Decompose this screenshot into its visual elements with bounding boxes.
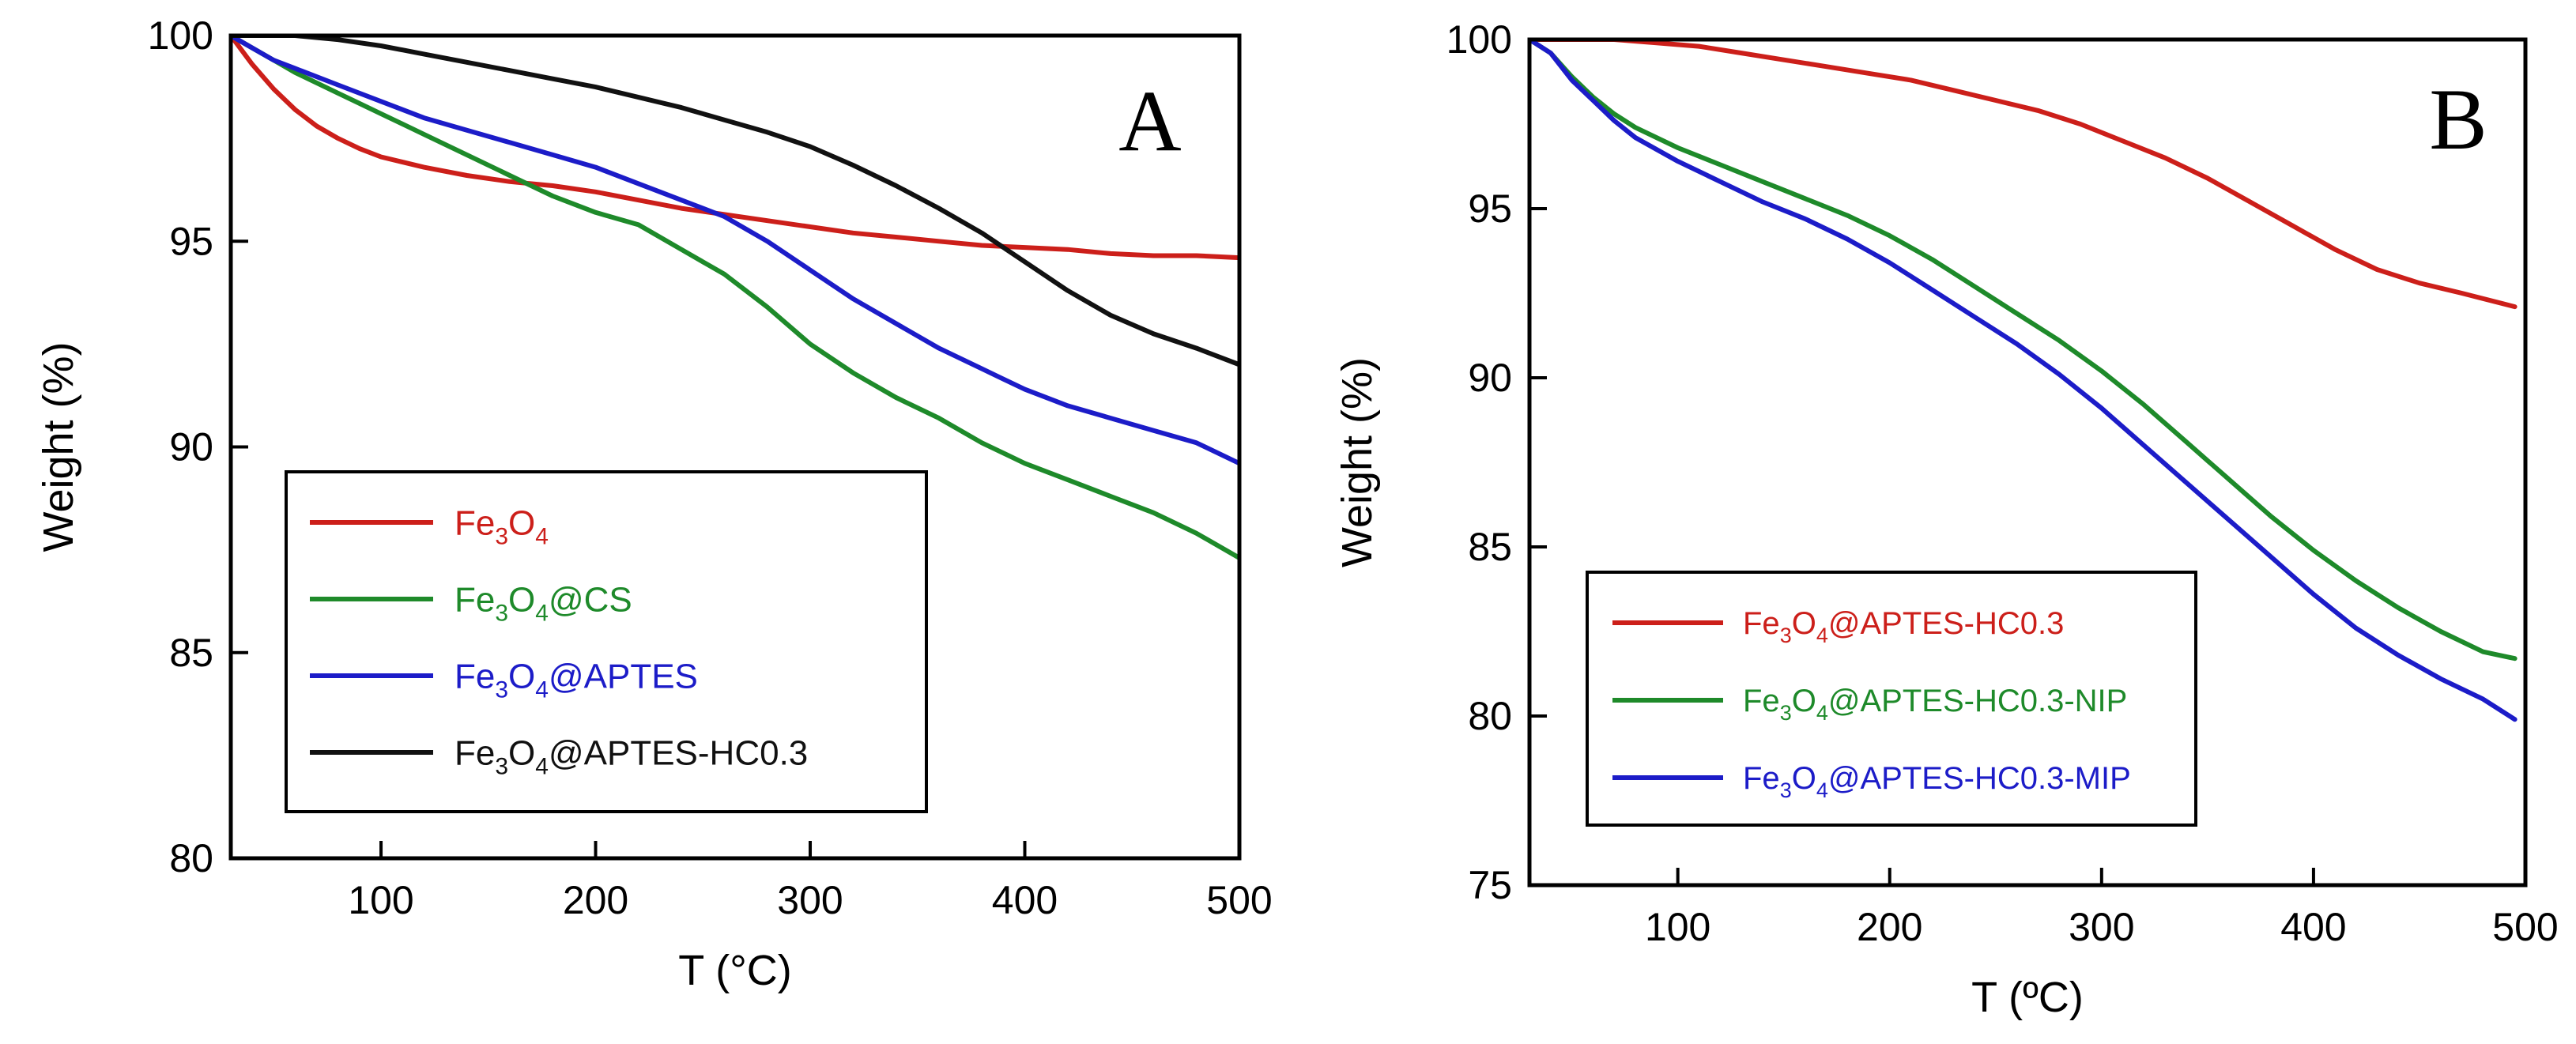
x-tick-label: 500 (1206, 878, 1272, 922)
legend-entry: Fe3O4 (454, 503, 549, 549)
legend-subscript: 3 (495, 753, 508, 779)
legend-subscript: 4 (1816, 778, 1828, 802)
series-line-0 (1529, 40, 2518, 310)
legend-entry: Fe3O4@APTES-HC0.3 (1743, 606, 2064, 647)
legend-entry: Fe3O4@APTES-HC0.3-NIP (1743, 684, 2127, 725)
legend-subscript: 3 (1780, 701, 1792, 725)
x-tick-label: 100 (1645, 905, 1710, 949)
series-group (1529, 40, 2518, 722)
series-line-0 (231, 36, 1239, 261)
legend-text: @APTES-HC0.3 (1828, 606, 2064, 641)
x-tick-label: 500 (2492, 905, 2558, 949)
legend-text: O (508, 733, 535, 772)
legend-subscript: 3 (1780, 624, 1792, 647)
panel-b: 100 200 300 400 500 75 80 85 90 95 100 T (ºC) Weight… (1333, 17, 2559, 1021)
x-axis-label: T (°C) (678, 947, 792, 994)
x-tick-label: 300 (777, 878, 843, 922)
y-tick-label: 95 (1468, 187, 1512, 231)
legend-text: Fe (1743, 606, 1780, 641)
y-tick-label: 80 (169, 836, 213, 880)
legend-subscript: 3 (495, 677, 508, 703)
legend-text: @APTES (549, 657, 698, 695)
legend-subscript: 3 (495, 600, 508, 626)
legend-subscript: 4 (1816, 624, 1828, 647)
series-line-3 (231, 36, 1239, 367)
legend-subscript: 3 (1780, 778, 1792, 802)
legend-text: Fe (454, 503, 495, 542)
legend-text: Fe (454, 733, 495, 772)
legend-text: @CS (549, 580, 632, 619)
legend-subscript: 4 (1816, 701, 1828, 725)
legend-text: O (1792, 761, 1816, 796)
legend-entry: Fe3O4@APTES-HC0.3 (454, 733, 808, 779)
legend-subscript: 4 (535, 600, 549, 626)
x-tick-label: 300 (2069, 905, 2134, 949)
legend-subscript: 3 (495, 523, 508, 549)
y-tick-label: 100 (1446, 17, 1512, 62)
x-tick-label: 400 (992, 878, 1058, 922)
legend-text: Fe (1743, 761, 1780, 796)
y-axis-label: Weight (%) (1333, 357, 1381, 567)
legend-text: O (1792, 684, 1816, 718)
legend-box (285, 470, 928, 813)
legend: Fe3O4@APTES-HC0.3Fe3O4@APTES-HC0.3-NIPFe… (1586, 571, 2197, 827)
legend-subscript: 4 (535, 753, 549, 779)
legend-text: @APTES-HC0.3-NIP (1828, 684, 2127, 718)
plot-frame (1527, 37, 2528, 888)
panel-label: B (2429, 71, 2487, 168)
x-tick-label: 100 (348, 878, 413, 922)
legend-entry: Fe3O4@CS (454, 580, 632, 626)
legend: Fe3O4Fe3O4@CSFe3O4@APTESFe3O4@APTES-HC0.… (285, 470, 928, 813)
y-axis-label: Weight (%) (35, 341, 82, 552)
legend-subscript: 4 (535, 677, 549, 703)
legend-text: @APTES-HC0.3-MIP (1828, 761, 2131, 796)
x-axis-label: T (ºC) (1971, 974, 2084, 1021)
series-line-1 (1529, 40, 2518, 661)
x-tick-label: 400 (2280, 905, 2346, 949)
legend-text: Fe (454, 580, 495, 619)
panel-a: 100 200 300 400 500 80 85 90 95 100 T (°C) Weight (… (35, 13, 1273, 994)
y-tick-label: 100 (148, 13, 213, 58)
legend-text: Fe (1743, 684, 1780, 718)
legend-text: O (508, 580, 535, 619)
y-tick-label: 90 (1468, 356, 1512, 400)
legend-text: O (508, 503, 535, 542)
y-tick-label: 90 (169, 425, 213, 469)
x-tick-label: 200 (1857, 905, 1922, 949)
series-group (231, 36, 1239, 560)
y-tick-label: 75 (1468, 863, 1512, 907)
legend-text: O (1792, 606, 1816, 641)
panel-label: A (1118, 73, 1181, 169)
legend-entry: Fe3O4@APTES-HC0.3-MIP (1743, 761, 2131, 802)
y-tick-label: 80 (1468, 694, 1512, 738)
legend-text: O (508, 657, 535, 695)
x-tick-label: 200 (563, 878, 628, 922)
legend-subscript: 4 (535, 523, 549, 549)
series-line-1 (231, 36, 1239, 560)
legend-entry: Fe3O4@APTES (454, 657, 698, 703)
series-line-2 (1529, 40, 2518, 722)
y-tick-label: 85 (1468, 525, 1512, 569)
legend-text: Fe (454, 657, 495, 695)
legend-text: @APTES-HC0.3 (549, 733, 808, 772)
y-tick-label: 95 (169, 219, 213, 263)
y-tick-label: 85 (169, 631, 213, 675)
series-line-2 (231, 36, 1239, 466)
